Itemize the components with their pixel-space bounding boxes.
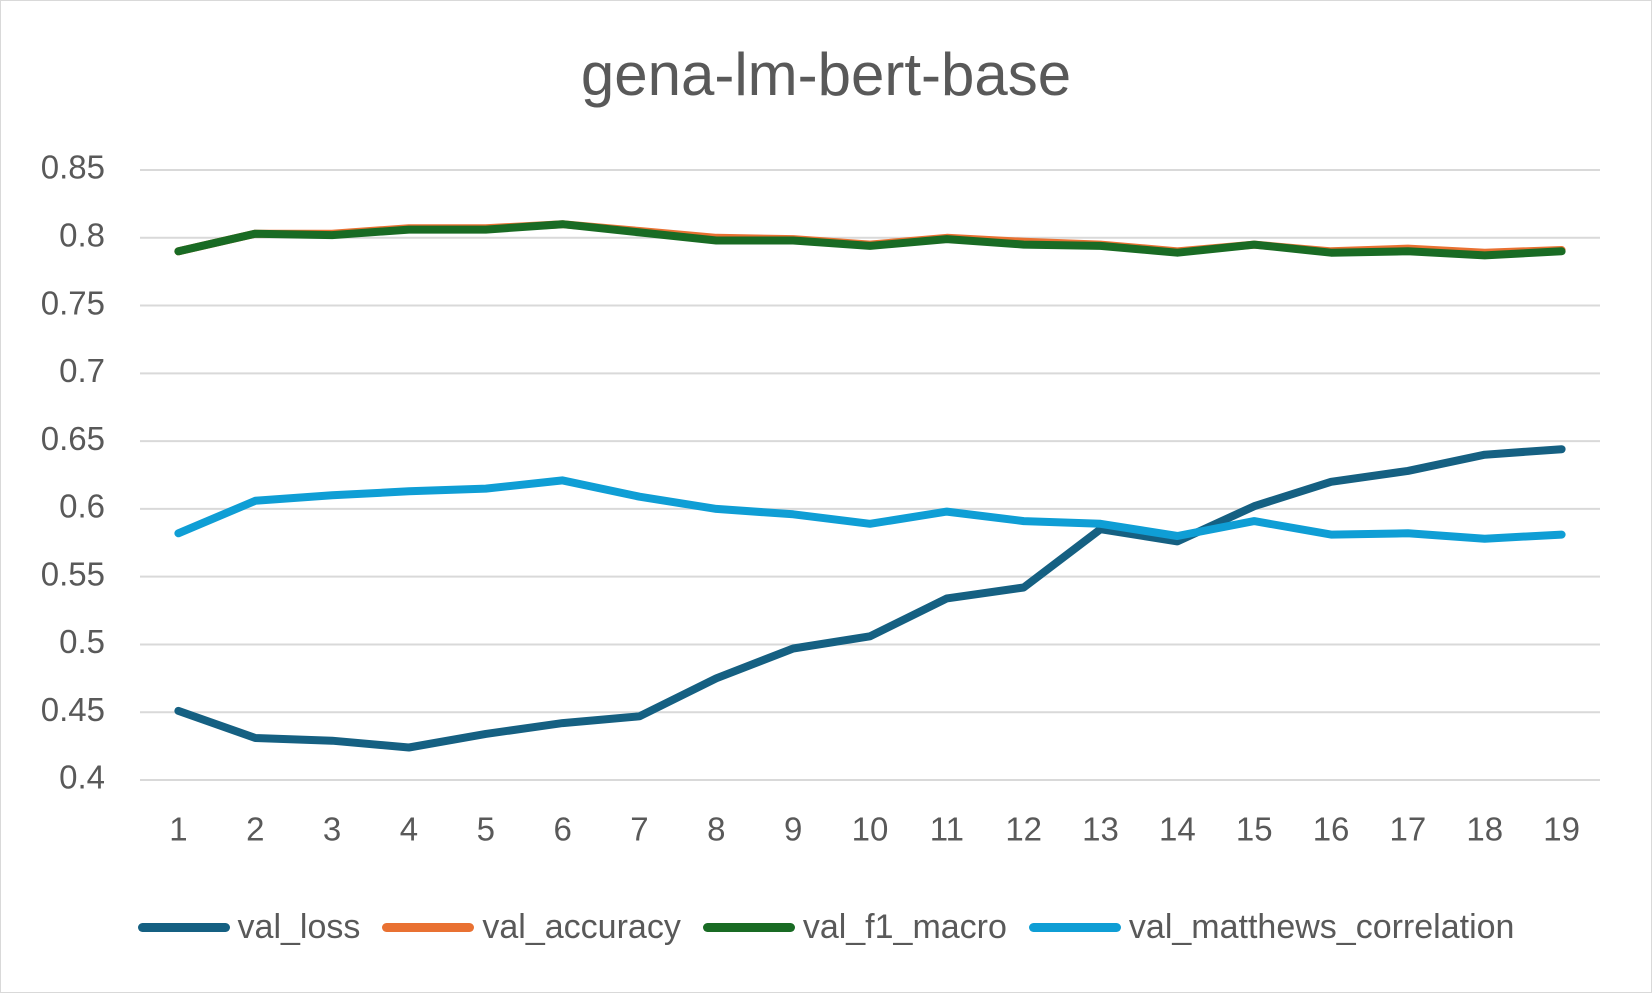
y-tick-label: 0.65 (41, 420, 105, 457)
x-tick-label: 6 (553, 811, 571, 848)
x-tick-label: 2 (246, 811, 264, 848)
x-tick-label: 7 (630, 811, 648, 848)
legend-item-val-accuracy: val_accuracy (382, 907, 681, 947)
x-tick-label: 14 (1159, 811, 1196, 848)
x-tick-label: 11 (930, 811, 964, 848)
legend-label: val_accuracy (482, 907, 681, 946)
y-tick-label: 0.4 (59, 759, 105, 796)
series-line-val-matthews-correlation (174, 476, 1566, 543)
y-tick-label: 0.75 (41, 284, 105, 321)
x-tick-label: 15 (1236, 811, 1273, 848)
legend-label: val_loss (237, 907, 361, 946)
x-tick-label: 9 (784, 811, 802, 848)
x-tick-label: 4 (400, 811, 418, 848)
legend-swatch (702, 922, 795, 932)
x-tick-label: 13 (1082, 811, 1119, 848)
legend-item-val-loss: val_loss (137, 907, 361, 947)
y-tick-label: 0.55 (41, 555, 105, 592)
y-tick-label: 0.7 (59, 352, 105, 389)
y-tick-label: 0.45 (41, 691, 105, 728)
legend-swatch (1028, 922, 1121, 932)
y-tick-label: 0.8 (59, 216, 105, 253)
legend-item-val-matthews-correlation: val_matthews_correlation (1028, 907, 1515, 947)
legend-label: val_matthews_correlation (1128, 907, 1515, 946)
x-tick-label: 8 (707, 811, 725, 848)
legend-swatch (137, 922, 230, 932)
legend-label: val_f1_macro (802, 907, 1007, 946)
legend: val_loss val_accuracy val_f1_macro val_matt… (0, 902, 1652, 952)
x-tick-label: 1 (169, 811, 187, 848)
x-tick-label: 17 (1390, 811, 1427, 848)
x-tick-label: 16 (1313, 811, 1350, 848)
legend-swatch (382, 922, 475, 932)
x-tick-label: 5 (477, 811, 495, 848)
x-tick-label: 19 (1543, 811, 1580, 848)
legend-item-val-f1-macro: val_f1_macro (702, 907, 1007, 947)
x-tick-label: 3 (323, 811, 341, 848)
chart-title: gena-lm-bert-base (580, 41, 1072, 108)
series-line-val-f1-macro (174, 220, 1566, 260)
y-tick-label: 0.6 (59, 488, 105, 525)
x-tick-label: 18 (1466, 811, 1503, 848)
y-tick-label: 0.5 (59, 623, 105, 660)
x-tick-label: 12 (1005, 811, 1042, 848)
x-tick-label: 10 (852, 811, 889, 848)
series-line-val-loss (174, 445, 1566, 752)
y-tick-label: 0.85 (41, 149, 105, 186)
